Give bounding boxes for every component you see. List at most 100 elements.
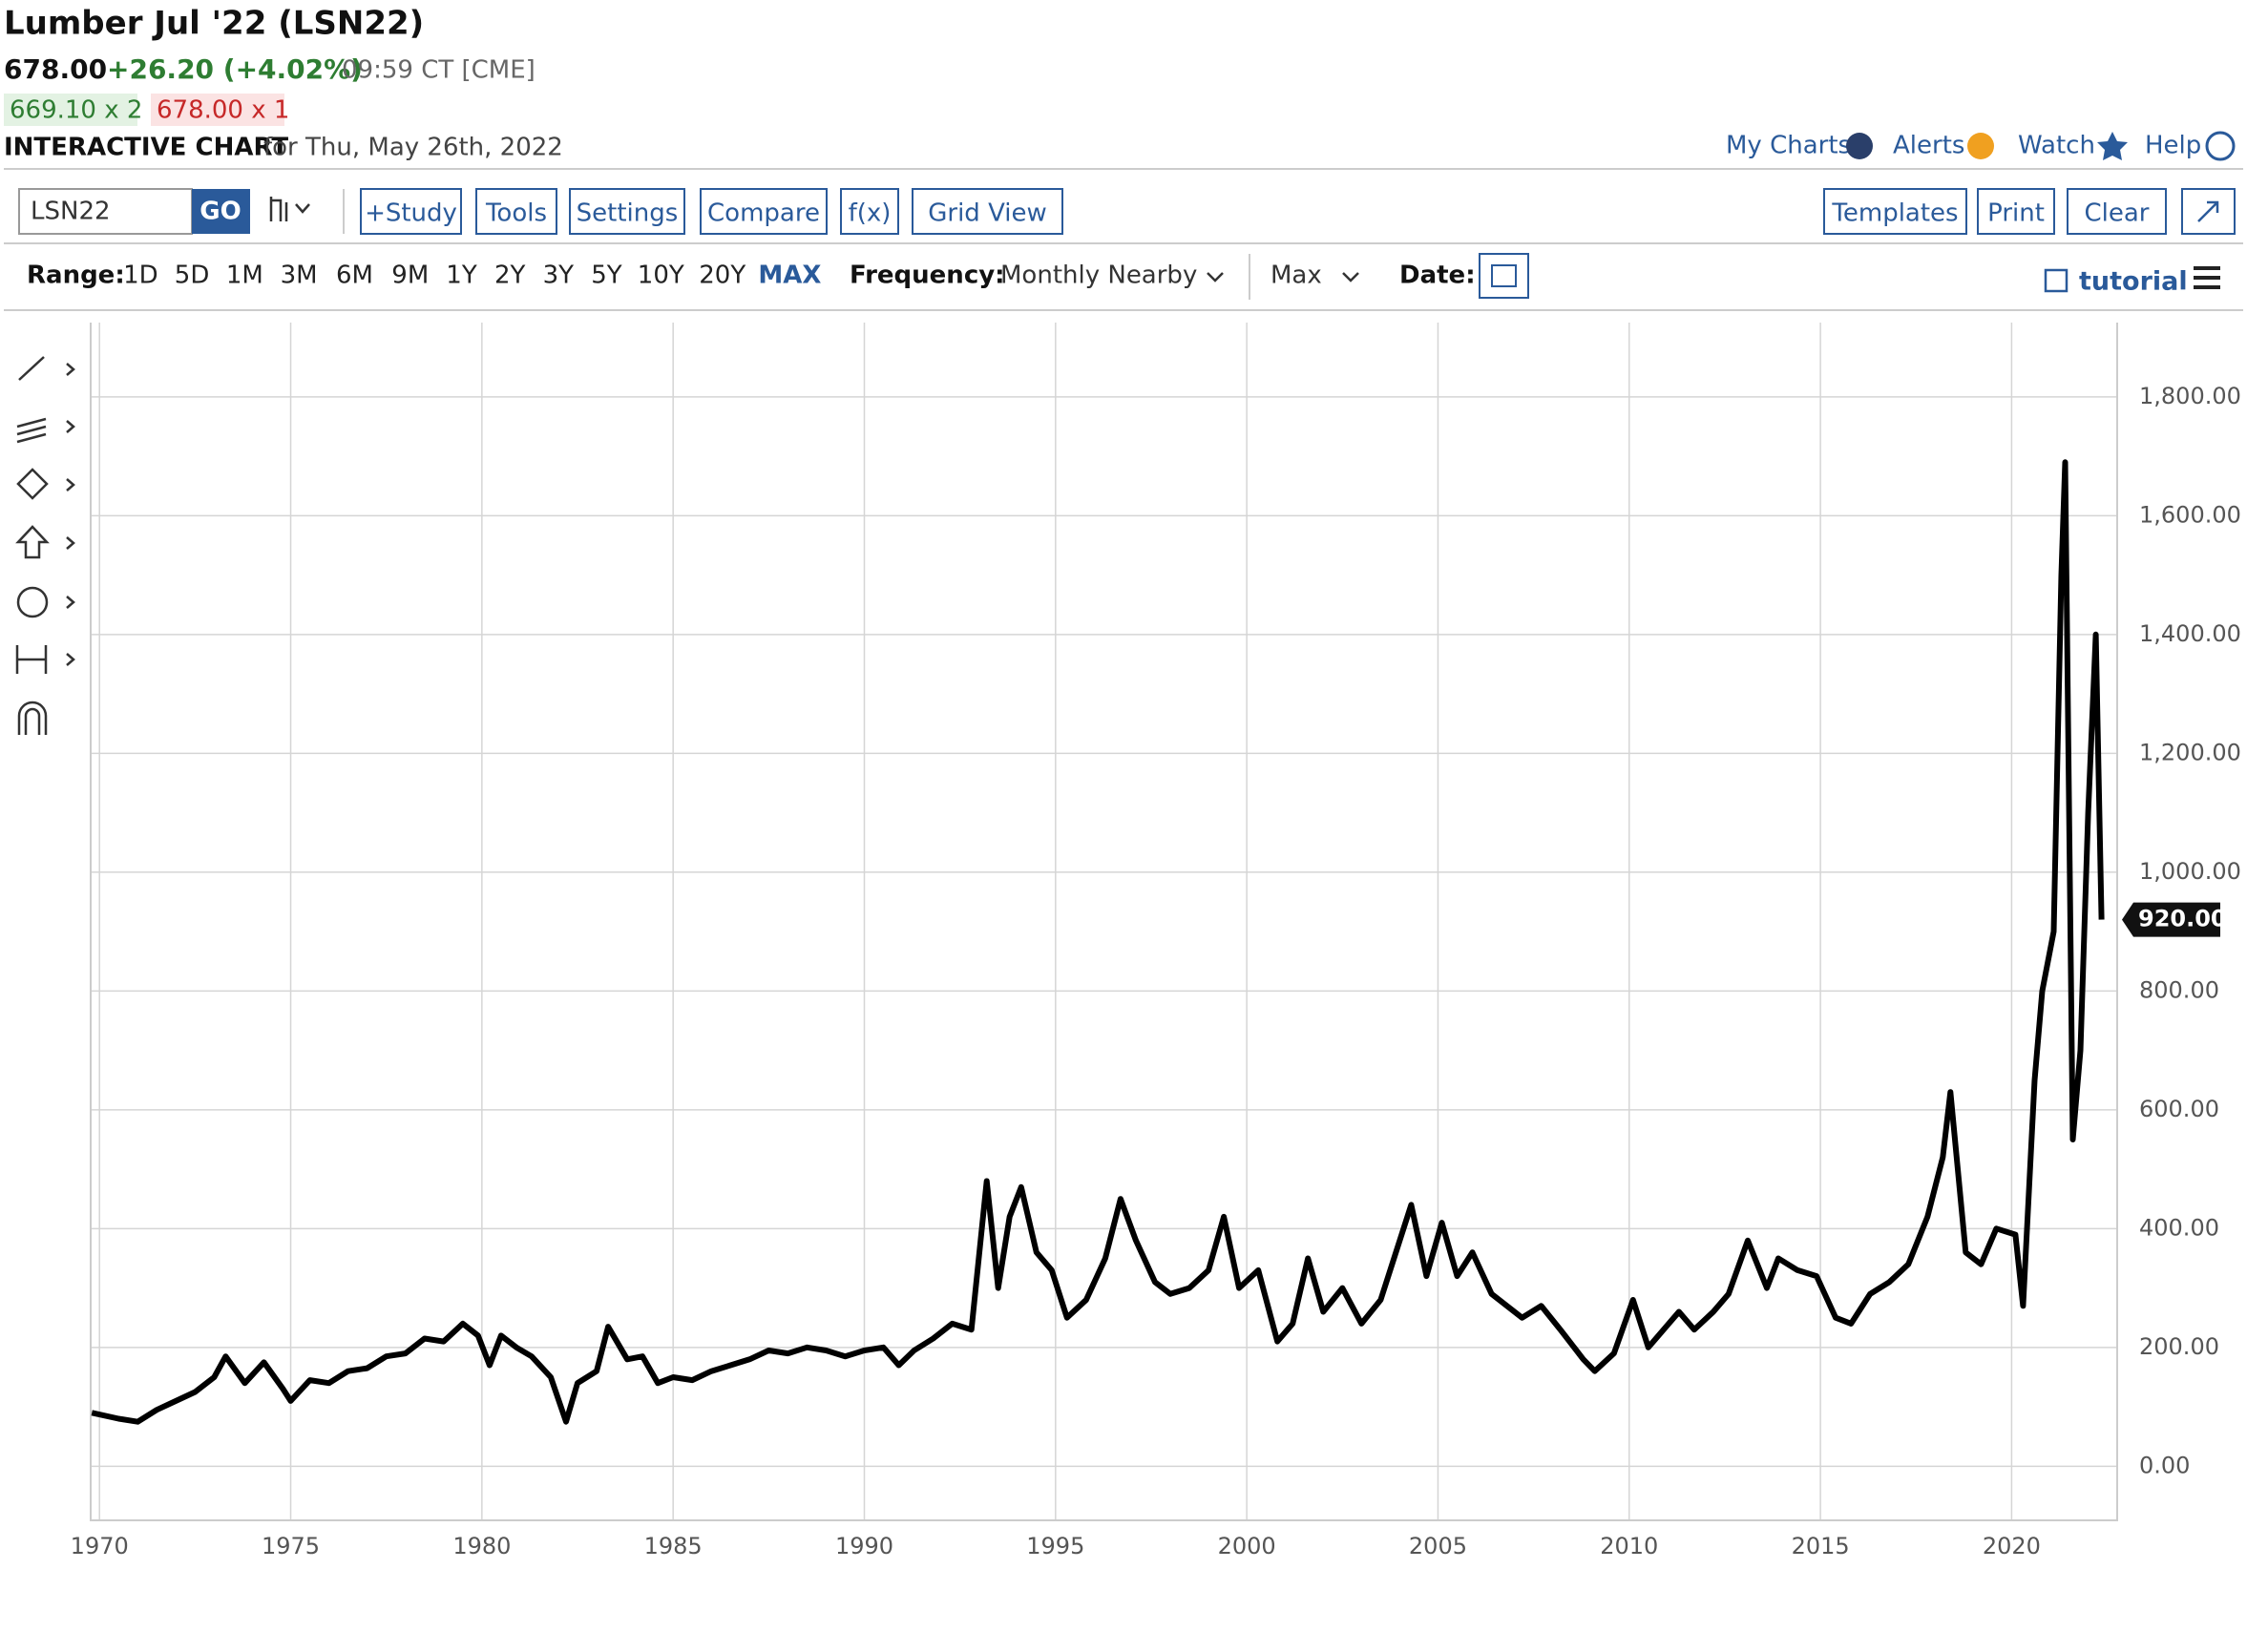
button-label: Print xyxy=(1987,199,2045,228)
line-tool[interactable] xyxy=(18,356,45,381)
toolbar-button[interactable] xyxy=(1823,188,1967,235)
x-tick-label: 1970 xyxy=(71,1533,129,1559)
arrow-tool[interactable] xyxy=(15,525,50,559)
y-tick-label: 1,800.00 xyxy=(2139,383,2241,409)
button-label: Compare xyxy=(707,199,820,228)
shape-tool[interactable] xyxy=(16,468,49,500)
drawing-tools xyxy=(15,356,75,735)
symbol-input[interactable] xyxy=(18,188,193,235)
tool-arrows xyxy=(66,363,75,666)
toolbar-button[interactable] xyxy=(2067,188,2167,235)
button-label: f(x) xyxy=(849,199,892,228)
range-option[interactable]: 3M xyxy=(281,262,318,290)
button-label: Grid View xyxy=(928,199,1047,228)
toolbar-button[interactable] xyxy=(360,188,462,235)
button-label: Clear xyxy=(2085,199,2150,228)
top-link[interactable]: Alerts xyxy=(1893,132,1964,160)
toolbar-button[interactable] xyxy=(912,188,1063,235)
toolbar-button[interactable] xyxy=(840,188,899,235)
chart-label: INTERACTIVE CHART xyxy=(4,134,288,162)
y-tick-label: 200.00 xyxy=(2139,1333,2219,1360)
ask: 678.00 x 1 xyxy=(157,96,289,125)
range-option[interactable]: 1D xyxy=(123,262,158,290)
range-option[interactable]: MAX xyxy=(758,262,821,290)
y-tick-label: 600.00 xyxy=(2139,1096,2219,1122)
top-link[interactable]: My Charts xyxy=(1726,132,1851,160)
star-icon xyxy=(2097,132,2128,160)
date-label: Date: xyxy=(1399,262,1476,290)
top-link[interactable]: Help xyxy=(2145,132,2201,160)
chart-type-icon[interactable] xyxy=(269,197,310,221)
ask-bg xyxy=(151,94,284,126)
x-tick-label: 2005 xyxy=(1409,1533,1467,1559)
range-option[interactable]: 6M xyxy=(336,262,373,290)
help-icon xyxy=(2205,131,2236,161)
range-option[interactable]: 10Y xyxy=(638,262,684,290)
tutorial[interactable]: tutorial xyxy=(2079,267,2188,297)
range-option[interactable]: 2Y xyxy=(494,262,526,290)
range-option[interactable]: 1Y xyxy=(446,262,477,290)
last-price-label: 920.00 xyxy=(2138,906,2227,932)
magnet-tool[interactable] xyxy=(17,701,48,735)
top-link[interactable]: Watch xyxy=(2018,132,2095,160)
calendar-icon xyxy=(1491,264,1517,287)
range-option[interactable]: 20Y xyxy=(699,262,746,290)
x-tick-label: 2015 xyxy=(1792,1533,1850,1559)
tutorial-icon xyxy=(2044,268,2068,293)
y-tick-label: 0.00 xyxy=(2139,1452,2190,1478)
chart-date: for Thu, May 26th, 2022 xyxy=(263,134,563,162)
y-tick-label: 1,200.00 xyxy=(2139,739,2241,765)
button-label: Templates xyxy=(1831,199,1958,228)
y-tick-label: 1,400.00 xyxy=(2139,620,2241,647)
annotation-tool[interactable] xyxy=(16,586,49,618)
link-icon xyxy=(1967,133,1994,159)
range-option[interactable]: 3Y xyxy=(543,262,575,290)
x-tick-label: 1975 xyxy=(262,1533,320,1559)
expand-icon xyxy=(2197,200,2219,222)
toolbar-button[interactable] xyxy=(1977,188,2055,235)
fib-tool[interactable] xyxy=(16,417,47,444)
calendar-button[interactable] xyxy=(1479,253,1529,299)
x-tick-label: 1990 xyxy=(835,1533,893,1559)
x-tick-label: 2010 xyxy=(1600,1533,1658,1559)
time: 09:59 CT [CME] xyxy=(342,56,536,85)
bid: 669.10 x 2 xyxy=(10,96,142,125)
measure-tool[interactable] xyxy=(15,645,48,674)
frequency[interactable]: Monthly Nearby xyxy=(1000,262,1197,290)
chevron xyxy=(1207,272,1224,282)
last-price-tag xyxy=(2122,902,2220,937)
range-label: Range: xyxy=(27,262,125,290)
y-tick-label: 800.00 xyxy=(2139,976,2219,1003)
x-tick-label: 2020 xyxy=(1983,1533,2041,1559)
toolbar-button[interactable] xyxy=(700,188,828,235)
y-tick-label: 400.00 xyxy=(2139,1214,2219,1241)
y-tick-label: 1,000.00 xyxy=(2139,858,2241,885)
price-line xyxy=(91,459,2105,1425)
toolbar-button[interactable] xyxy=(569,188,685,235)
price: 678.00 xyxy=(4,53,107,85)
go-button[interactable] xyxy=(192,189,250,234)
chevron xyxy=(1342,272,1359,282)
range-option[interactable]: 5D xyxy=(175,262,210,290)
frequency-label: Frequency: xyxy=(850,262,1005,290)
x-tick-label: 1985 xyxy=(644,1533,703,1559)
range-option[interactable]: 1M xyxy=(226,262,263,290)
button-label: +Study xyxy=(365,199,457,228)
bid-bg xyxy=(4,94,137,126)
x-tick-label: 2000 xyxy=(1218,1533,1276,1559)
plot-frame xyxy=(90,323,2118,1521)
title: Lumber Jul '22 (LSN22) xyxy=(4,5,424,43)
toolbar-button[interactable] xyxy=(475,188,557,235)
period[interactable]: Max xyxy=(1270,262,1322,290)
link-icon xyxy=(1846,133,1873,159)
button-label: Tools xyxy=(485,199,547,228)
x-tick-label: 1995 xyxy=(1026,1533,1084,1559)
range-option[interactable]: 5Y xyxy=(591,262,622,290)
button-label: Settings xyxy=(577,199,679,228)
menu-icon[interactable] xyxy=(2194,266,2220,289)
x-tick-label: 1980 xyxy=(452,1533,511,1559)
range-option[interactable]: 9M xyxy=(391,262,429,290)
y-tick-label: 1,600.00 xyxy=(2139,501,2241,528)
go-label: GO xyxy=(200,198,241,226)
